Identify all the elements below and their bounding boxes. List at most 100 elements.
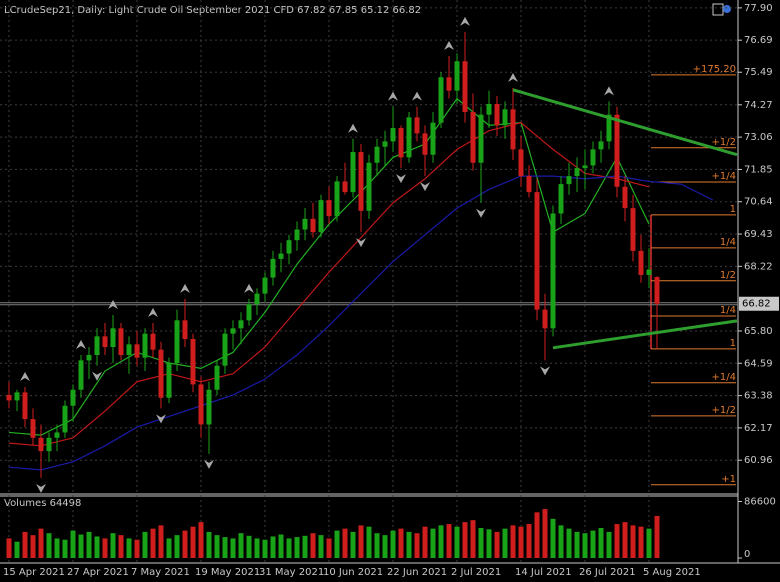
candle-body (174, 320, 180, 364)
moving-average (8, 122, 650, 447)
volume-bar (230, 538, 236, 558)
volume-bar (182, 530, 188, 558)
y-tick-label: 64.59 (744, 358, 773, 369)
volume-bar (214, 535, 220, 558)
volume-bar (382, 535, 388, 558)
x-tick-label: 5 Aug 2021 (643, 567, 701, 578)
y-tick-label: 75.49 (744, 67, 773, 78)
volume-bar (334, 530, 340, 558)
y-tick-label: 77.90 (744, 3, 773, 14)
volume-bar (286, 538, 292, 558)
candle-body (6, 395, 12, 401)
candle-body (422, 133, 428, 155)
candle-body (542, 309, 548, 329)
volume-bar (38, 528, 44, 558)
volume-bar (278, 534, 284, 558)
volume-bar (390, 530, 396, 558)
volume-bar (270, 536, 276, 558)
candle-body (94, 336, 100, 356)
candle-body (334, 181, 340, 217)
x-tick-label: 27 Apr 2021 (67, 567, 129, 578)
volume-tick-label: 86600 (744, 496, 776, 507)
volume-bar (526, 524, 532, 558)
volume-bar (46, 533, 52, 558)
y-tick-label: 74.27 (744, 100, 773, 111)
volume-bar (342, 528, 348, 558)
volume-bar (126, 538, 132, 558)
candle-body (478, 114, 484, 163)
volume-bar (502, 528, 508, 558)
fib-label: 1/4 (720, 237, 736, 248)
candle-body (262, 277, 268, 294)
candle-body (102, 336, 108, 348)
candle-body (654, 277, 660, 304)
volume-tick-label: 0 (744, 549, 750, 560)
candle-body (198, 384, 204, 425)
candle-body (470, 112, 476, 163)
candle-body (270, 258, 276, 278)
volume-bar (478, 527, 484, 558)
moving-average (8, 175, 714, 471)
volume-bar (86, 531, 92, 558)
volume-bar (654, 515, 660, 558)
volume-bar (14, 541, 20, 558)
candle-body (294, 229, 300, 241)
candle-body (614, 114, 620, 187)
volume-bar (550, 518, 556, 558)
volume-bar (598, 527, 604, 558)
candle-body (150, 333, 156, 350)
fractal-down (36, 483, 46, 493)
candle-body (598, 141, 604, 150)
fib-label: 1 (730, 338, 736, 349)
volume-bar (446, 524, 452, 558)
volume-bar (166, 538, 172, 558)
volume-bar (206, 531, 212, 558)
candle-body (558, 184, 564, 214)
fib-label: 1 (730, 204, 736, 215)
volume-bar (414, 533, 420, 558)
candle-body (406, 117, 412, 158)
volume-bar (70, 530, 76, 558)
volume-bar (302, 535, 308, 558)
volume-bar (246, 535, 252, 558)
trendline (552, 319, 738, 350)
volume-label: Volumes 64498 (4, 498, 81, 509)
volume-bar (254, 538, 260, 558)
fib-label: +175.20 (693, 64, 736, 75)
y-tick-label: 73.06 (744, 132, 773, 143)
volume-bar (118, 535, 124, 558)
k-icon (712, 3, 731, 16)
fractal-up (148, 307, 158, 317)
moving-average (8, 97, 650, 436)
fractal-up (388, 91, 398, 101)
volume-bar (350, 531, 356, 558)
candle-body (302, 218, 308, 230)
trendline (512, 88, 738, 157)
volume-bar (198, 522, 204, 558)
candle-body (430, 122, 436, 155)
fib-label: +1/2 (712, 137, 736, 148)
fractal-down (420, 182, 430, 192)
candle-body (86, 355, 92, 361)
volume-bar (606, 531, 612, 558)
candle-body (622, 186, 628, 209)
fractal-up (244, 283, 254, 293)
y-tick-label: 76.69 (744, 35, 773, 46)
volume-bar (318, 535, 324, 558)
volume-bar (558, 525, 564, 558)
candle-body (206, 389, 212, 425)
x-tick-label: 2 Jul 2021 (451, 567, 501, 578)
candle-body (54, 432, 60, 438)
candle-body (246, 304, 252, 321)
candle-body (78, 360, 84, 390)
volume-bar (294, 537, 300, 558)
volume-bar (398, 528, 404, 558)
candle-body (566, 176, 572, 185)
volume-bar (566, 528, 572, 558)
volume-bar (374, 533, 380, 558)
volume-bar (438, 525, 444, 558)
volume-bar (646, 528, 652, 558)
volume-bar (358, 525, 364, 558)
candle-body (318, 200, 324, 233)
volume-bar (326, 538, 332, 558)
